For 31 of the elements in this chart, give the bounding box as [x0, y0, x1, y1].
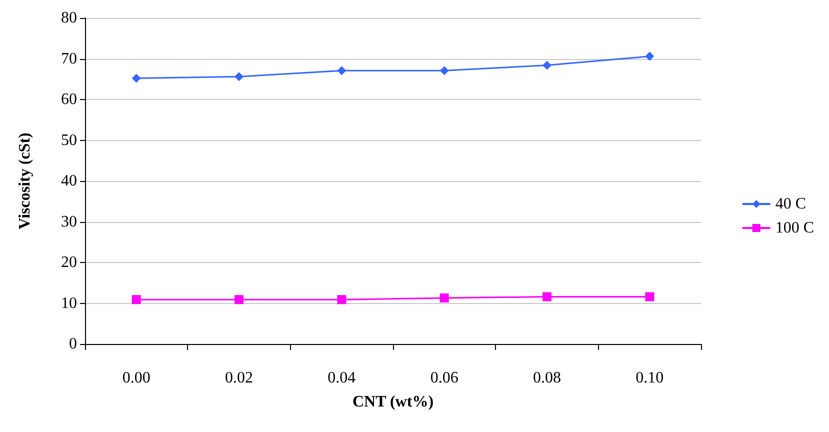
point — [234, 72, 244, 82]
x-tick-label: 0.10 — [636, 370, 664, 386]
point — [440, 293, 449, 302]
x-tick-label: 0.04 — [328, 370, 356, 386]
x-tick-label: 0.02 — [225, 370, 253, 386]
x-axis-title: CNT (wt%) — [352, 394, 434, 410]
x-tick-label: 0.08 — [533, 370, 561, 386]
point — [234, 295, 244, 304]
y-tick-label: 20 — [61, 254, 77, 271]
legend-label: 100 C — [775, 220, 814, 236]
point — [542, 292, 552, 302]
point — [337, 66, 346, 76]
point — [542, 60, 552, 70]
point — [132, 295, 141, 304]
y-tick-label: 30 — [61, 213, 77, 230]
point — [645, 292, 654, 302]
x-tick-label: 0.00 — [122, 370, 150, 386]
point — [645, 52, 654, 61]
y-tick-label: 0 — [69, 336, 77, 352]
y-tick-label: 70 — [61, 50, 77, 68]
y-tick-label: 10 — [61, 294, 77, 312]
y-tick-label: 80 — [61, 10, 77, 26]
point — [132, 74, 141, 83]
point — [440, 66, 449, 76]
x-tick-label: 0.06 — [430, 370, 458, 386]
y-tick-label: 50 — [61, 132, 77, 149]
y-tick-label: 60 — [61, 91, 77, 108]
y-axis-title: Viscosity (cSt) — [16, 132, 34, 230]
legend-label: 40 C — [775, 196, 806, 212]
y-tick-label: 40 — [61, 172, 77, 190]
point — [337, 295, 346, 304]
